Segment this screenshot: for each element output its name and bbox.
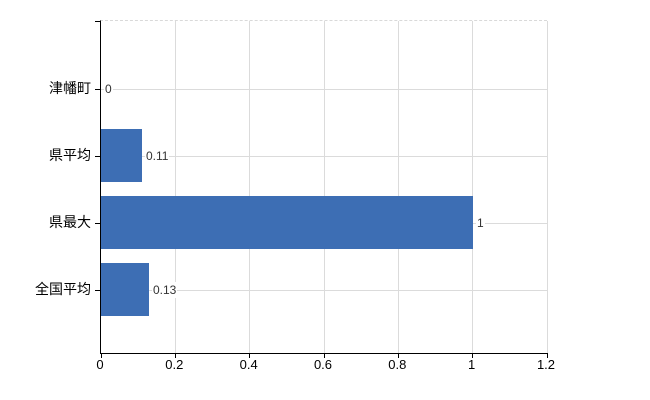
y-axis-tick	[95, 223, 100, 224]
bar-value-label: 0	[104, 81, 113, 97]
x-tick-label: 0.8	[388, 357, 407, 372]
x-tick-label: 1	[468, 357, 476, 372]
gridline-horizontal	[101, 156, 547, 157]
gridline-vertical	[174, 21, 176, 353]
category-label: 県最大	[49, 214, 91, 230]
category-label: 県平均	[49, 147, 91, 163]
y-axis-tick	[95, 89, 100, 90]
category-label: 全国平均	[35, 281, 91, 297]
gridline-horizontal	[101, 89, 547, 90]
plot-area: 0 0.11 1 0.13	[95, 20, 548, 358]
x-axis-tick	[397, 353, 399, 358]
x-tick-label: 0	[96, 357, 104, 372]
gridline-horizontal	[101, 290, 547, 291]
bar	[101, 263, 149, 316]
x-axis-tick	[249, 353, 251, 358]
x-axis-tick	[546, 353, 548, 358]
y-axis-tick	[95, 21, 100, 22]
bar-value-label: 0.13	[152, 282, 178, 298]
x-tick-label: 0.6	[313, 357, 333, 372]
gridline-vertical	[397, 21, 399, 353]
gridline-vertical	[472, 21, 474, 353]
category-label: 津幡町	[49, 80, 91, 96]
bar-value-label: 0.11	[145, 148, 170, 164]
x-tick-label: 1.2	[536, 357, 556, 372]
x-axis-tick	[472, 353, 474, 358]
bar	[101, 129, 142, 182]
gridline-vertical	[546, 21, 548, 353]
x-axis-tick	[100, 353, 102, 358]
gridline-vertical	[323, 21, 325, 353]
bar-value-label: 1	[476, 215, 485, 231]
x-tick-label: 0.4	[239, 357, 258, 372]
x-axis-tick	[174, 353, 176, 358]
x-axis-tick	[323, 353, 325, 358]
y-axis-tick	[95, 290, 100, 291]
x-tick-label: 0.2	[165, 357, 184, 372]
bar	[101, 196, 473, 249]
gridline-vertical	[249, 21, 251, 353]
y-axis-tick	[95, 156, 100, 157]
